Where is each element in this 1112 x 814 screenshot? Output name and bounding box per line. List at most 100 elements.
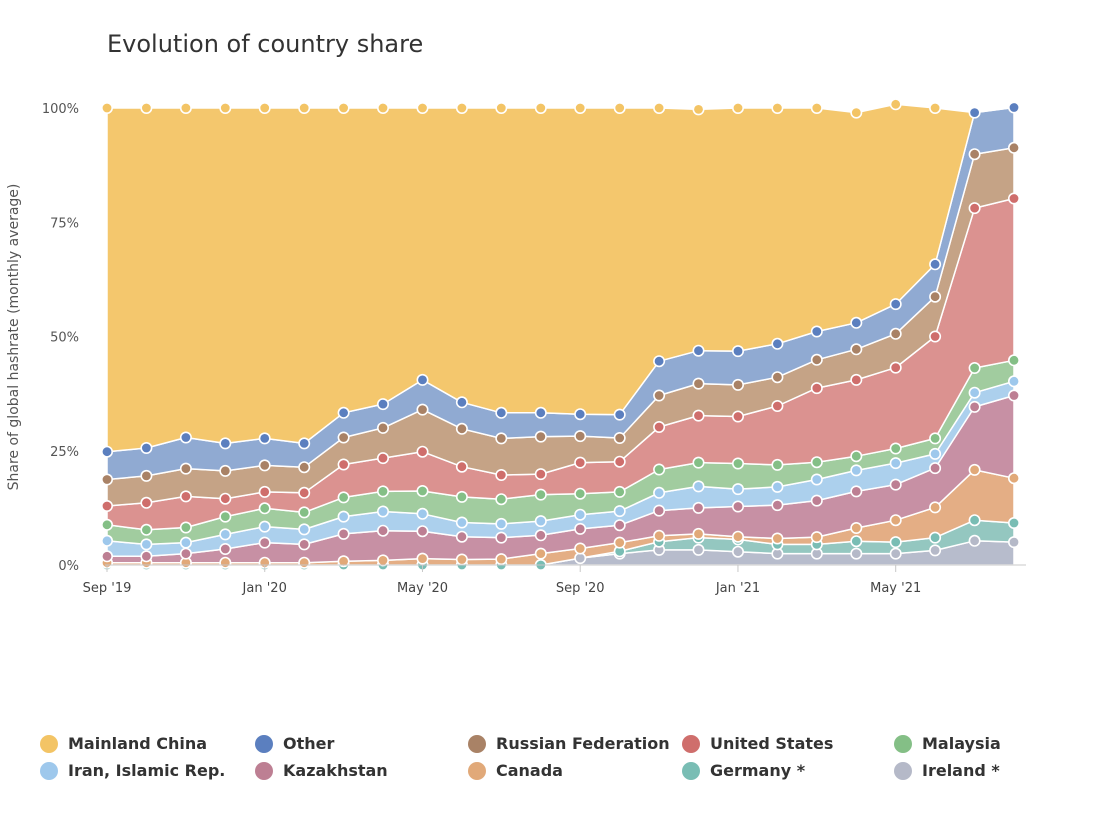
- legend-item-germany[interactable]: Germany *: [682, 761, 805, 780]
- data-point-iran-islamic-rep[interactable]: [574, 508, 587, 521]
- data-point-iran-islamic-rep[interactable]: [495, 517, 508, 530]
- data-point-other[interactable]: [298, 437, 311, 450]
- data-point-united-states[interactable]: [495, 468, 508, 481]
- data-point-russian-federation[interactable]: [101, 473, 114, 486]
- legend-item-ireland[interactable]: Ireland *: [894, 761, 1000, 780]
- data-point-kazakhstan[interactable]: [219, 542, 232, 555]
- data-point-united-states[interactable]: [850, 373, 863, 386]
- data-point-united-states[interactable]: [337, 458, 350, 471]
- data-point-ireland[interactable]: [731, 545, 744, 558]
- data-point-canada[interactable]: [574, 542, 587, 555]
- data-point-russian-federation[interactable]: [416, 403, 429, 416]
- data-point-mainland-china[interactable]: [850, 106, 863, 119]
- data-point-russian-federation[interactable]: [692, 377, 705, 390]
- data-point-russian-federation[interactable]: [771, 371, 784, 384]
- data-point-malaysia[interactable]: [929, 432, 942, 445]
- data-point-united-states[interactable]: [219, 492, 232, 505]
- legend-item-canada[interactable]: Canada: [468, 761, 563, 780]
- legend-item-malaysia[interactable]: Malaysia: [894, 734, 1001, 753]
- data-point-iran-islamic-rep[interactable]: [731, 483, 744, 496]
- legend-item-kazakhstan[interactable]: Kazakhstan: [255, 761, 388, 780]
- data-point-russian-federation[interactable]: [731, 378, 744, 391]
- data-point-mainland-china[interactable]: [810, 102, 823, 115]
- data-point-mainland-china[interactable]: [495, 102, 508, 115]
- data-point-ireland[interactable]: [889, 547, 902, 560]
- data-point-malaysia[interactable]: [495, 493, 508, 506]
- area-series-mainland-china[interactable]: [106, 103, 1015, 453]
- legend-item-united-states[interactable]: United States: [682, 734, 833, 753]
- data-point-russian-federation[interactable]: [376, 421, 389, 434]
- data-point-iran-islamic-rep[interactable]: [337, 510, 350, 523]
- data-point-russian-federation[interactable]: [219, 464, 232, 477]
- legend-item-russian-federation[interactable]: Russian Federation: [468, 734, 670, 753]
- data-point-malaysia[interactable]: [534, 488, 547, 501]
- data-point-russian-federation[interactable]: [850, 343, 863, 356]
- data-point-iran-islamic-rep[interactable]: [101, 534, 114, 547]
- data-point-united-states[interactable]: [140, 496, 153, 509]
- data-point-kazakhstan[interactable]: [376, 524, 389, 537]
- data-point-iran-islamic-rep[interactable]: [810, 473, 823, 486]
- data-point-mainland-china[interactable]: [258, 102, 271, 115]
- data-point-other[interactable]: [534, 406, 547, 419]
- data-point-mainland-china[interactable]: [179, 102, 192, 115]
- data-point-other[interactable]: [455, 396, 468, 409]
- data-point-other[interactable]: [850, 316, 863, 329]
- data-point-iran-islamic-rep[interactable]: [692, 480, 705, 493]
- data-point-mainland-china[interactable]: [692, 103, 705, 116]
- data-point-iran-islamic-rep[interactable]: [416, 507, 429, 520]
- data-point-malaysia[interactable]: [140, 523, 153, 536]
- data-point-malaysia[interactable]: [1007, 354, 1020, 367]
- data-point-ireland[interactable]: [968, 534, 981, 547]
- data-point-kazakhstan[interactable]: [495, 531, 508, 544]
- data-point-mainland-china[interactable]: [455, 102, 468, 115]
- data-point-other[interactable]: [692, 344, 705, 357]
- data-point-kazakhstan[interactable]: [731, 500, 744, 513]
- data-point-united-states[interactable]: [179, 490, 192, 503]
- data-point-other[interactable]: [179, 431, 192, 444]
- data-point-mainland-china[interactable]: [101, 102, 114, 115]
- data-point-iran-islamic-rep[interactable]: [140, 538, 153, 551]
- data-point-other[interactable]: [495, 406, 508, 419]
- data-point-united-states[interactable]: [258, 485, 271, 498]
- data-point-mainland-china[interactable]: [613, 102, 626, 115]
- data-point-canada[interactable]: [929, 501, 942, 514]
- data-point-mainland-china[interactable]: [929, 102, 942, 115]
- data-point-russian-federation[interactable]: [140, 469, 153, 482]
- data-point-germany[interactable]: [929, 531, 942, 544]
- data-point-canada[interactable]: [495, 553, 508, 566]
- data-point-iran-islamic-rep[interactable]: [968, 386, 981, 399]
- data-point-canada[interactable]: [889, 514, 902, 527]
- data-point-kazakhstan[interactable]: [140, 550, 153, 563]
- data-point-canada[interactable]: [968, 463, 981, 476]
- data-point-ireland[interactable]: [692, 543, 705, 556]
- data-point-iran-islamic-rep[interactable]: [929, 447, 942, 460]
- data-point-canada[interactable]: [337, 555, 350, 568]
- data-point-russian-federation[interactable]: [298, 461, 311, 474]
- data-point-mainland-china[interactable]: [889, 98, 902, 111]
- data-point-russian-federation[interactable]: [574, 430, 587, 443]
- data-point-canada[interactable]: [455, 553, 468, 566]
- data-point-other[interactable]: [653, 355, 666, 368]
- data-point-other[interactable]: [929, 258, 942, 271]
- data-point-russian-federation[interactable]: [613, 431, 626, 444]
- data-point-kazakhstan[interactable]: [179, 547, 192, 560]
- data-point-other[interactable]: [337, 406, 350, 419]
- data-point-other[interactable]: [376, 398, 389, 411]
- data-point-ireland[interactable]: [1007, 536, 1020, 549]
- data-point-iran-islamic-rep[interactable]: [771, 480, 784, 493]
- data-point-malaysia[interactable]: [455, 490, 468, 503]
- data-point-united-states[interactable]: [376, 452, 389, 465]
- data-point-russian-federation[interactable]: [653, 389, 666, 402]
- data-point-mainland-china[interactable]: [219, 102, 232, 115]
- data-point-malaysia[interactable]: [179, 521, 192, 534]
- data-point-kazakhstan[interactable]: [298, 538, 311, 551]
- data-point-united-states[interactable]: [613, 455, 626, 468]
- data-point-united-states[interactable]: [455, 460, 468, 473]
- data-point-germany[interactable]: [1007, 516, 1020, 529]
- data-point-russian-federation[interactable]: [810, 353, 823, 366]
- data-point-malaysia[interactable]: [771, 458, 784, 471]
- data-point-russian-federation[interactable]: [495, 432, 508, 445]
- data-point-kazakhstan[interactable]: [416, 525, 429, 538]
- data-point-russian-federation[interactable]: [258, 459, 271, 472]
- data-point-canada[interactable]: [534, 547, 547, 560]
